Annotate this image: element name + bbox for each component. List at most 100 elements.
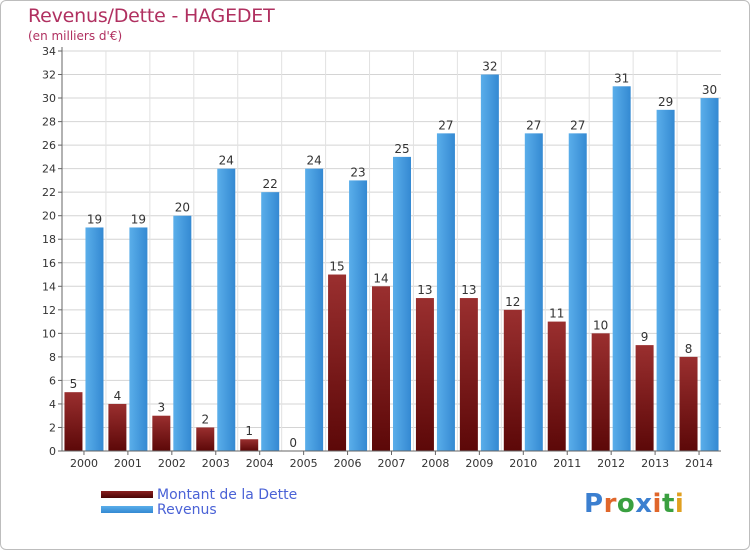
bar-debt [459,298,478,451]
y-tick-label: 8 [49,351,56,364]
data-label-revenue: 31 [614,71,629,85]
data-label-revenue: 19 [131,212,146,226]
x-tick-label: 2000 [70,457,98,470]
data-label-debt: 4 [114,389,122,403]
bar-revenue [700,98,719,451]
y-tick-label: 6 [49,374,56,387]
data-label-revenue: 29 [658,95,673,109]
data-label-debt: 13 [461,283,476,297]
y-tick-label: 34 [42,45,56,58]
y-tick-label: 0 [49,445,56,458]
bar-debt [152,415,171,451]
bar-revenue [656,109,675,451]
data-label-debt: 10 [593,318,608,332]
data-label-debt: 13 [417,283,432,297]
bar-debt [591,333,610,451]
data-label-revenue: 19 [87,212,102,226]
bar-debt [547,321,566,451]
legend-item-debt: Montant de la Dette [101,486,298,503]
y-tick-label: 30 [42,92,56,105]
data-label-revenue: 25 [394,142,409,156]
x-tick-label: 2012 [597,457,625,470]
chart-title: Revenus/Dette - HAGEDET [28,5,275,27]
x-tick-label: 2014 [685,457,713,470]
bar-revenue [261,192,280,452]
bar-revenue [85,227,104,451]
data-label-revenue: 27 [438,118,453,132]
bar-debt [108,403,127,451]
proxiti-logo: Proxiti [584,489,684,519]
x-tick-label: 2008 [421,457,449,470]
x-tick-label: 2005 [290,457,318,470]
y-tick-label: 18 [42,233,56,246]
y-tick-label: 16 [42,257,56,270]
y-tick-label: 12 [42,304,56,317]
legend-label-debt: Montant de la Dette [157,486,298,503]
y-tick-label: 32 [42,69,56,82]
logo-letter: r [603,489,617,519]
bar-revenue [612,86,631,451]
data-label-debt: 3 [158,401,166,415]
y-tick-label: 20 [42,210,56,223]
x-tick-label: 2009 [465,457,493,470]
data-label-debt: 14 [373,271,388,285]
bar-debt [503,309,522,451]
bar-revenue [349,180,368,452]
y-tick-label: 4 [49,398,56,411]
bar-debt [679,356,698,451]
bar-debt [240,439,259,451]
data-label-debt: 0 [289,436,297,450]
logo-letter: t [661,489,675,519]
y-tick-label: 22 [42,186,56,199]
data-label-debt: 9 [641,330,649,344]
bar-revenue [524,133,543,451]
bar-debt [415,298,434,451]
logo-letter: i [674,489,685,519]
bar-debt [372,286,390,451]
y-tick-label: 28 [42,116,56,129]
bar-revenue [436,133,455,451]
x-tick-label: 2003 [202,457,230,470]
bar-debt [635,345,654,451]
x-tick-label: 2001 [114,457,142,470]
bar-debt [64,392,83,451]
x-tick-label: 2006 [334,457,362,470]
x-tick-label: 2011 [553,457,581,470]
x-tick-label: 2013 [641,457,669,470]
x-tick-label: 2002 [158,457,186,470]
bar-revenue [173,215,192,451]
logo-letter: P [584,489,604,519]
y-tick-label: 2 [49,421,56,434]
bar-revenue [393,156,411,451]
data-label-debt: 15 [329,260,344,274]
legend-label-revenue: Revenus [157,501,217,518]
data-label-revenue: 23 [350,165,365,179]
legend: Montant de la Dette Revenus [101,486,298,518]
bar-revenue [217,168,236,451]
bar-revenue [568,133,587,451]
y-tick-label: 14 [42,280,56,293]
chart-subtitle: (en milliers d'€) [28,29,123,43]
data-label-revenue: 24 [306,154,321,168]
y-tick-label: 24 [42,163,56,176]
legend-swatch-revenue [101,506,153,513]
data-label-revenue: 27 [570,118,585,132]
data-label-revenue: 20 [175,201,190,215]
bar-revenue [129,227,148,451]
data-label-debt: 8 [685,342,693,356]
bar-debt [328,274,347,451]
data-label-debt: 11 [549,307,564,321]
x-tick-label: 2007 [378,457,406,470]
x-tick-label: 2004 [246,457,274,470]
data-label-debt: 5 [70,377,78,391]
y-tick-label: 26 [42,139,56,152]
data-label-revenue: 32 [482,60,497,74]
bar-revenue [480,74,499,451]
data-label-debt: 2 [201,412,209,426]
data-label-revenue: 24 [219,154,234,168]
logo-letter: o [616,489,636,519]
bar-revenue [305,168,324,451]
logo-letter: x [635,489,653,519]
